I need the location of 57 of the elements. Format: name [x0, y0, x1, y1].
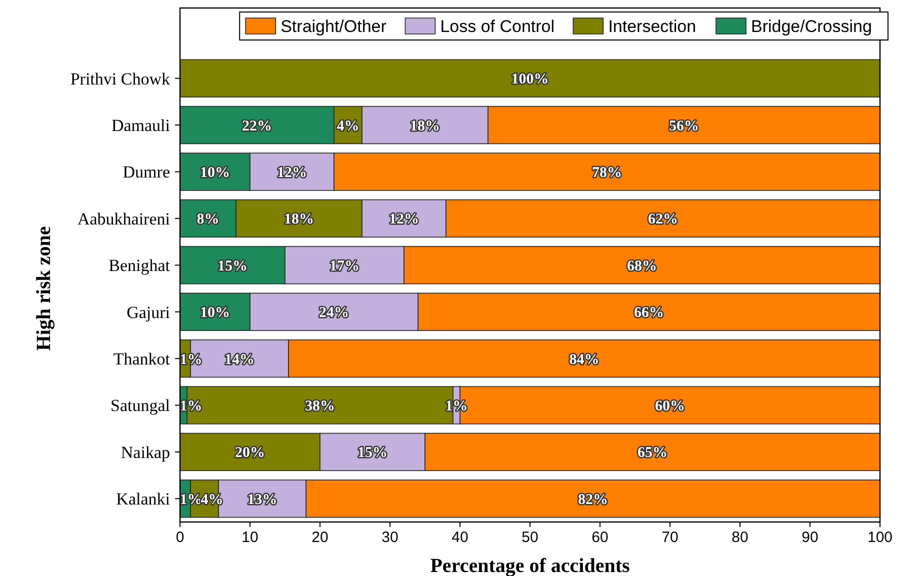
data-label: 1%: [180, 352, 202, 368]
data-label: 22%: [242, 118, 272, 134]
x-tick-label: 10: [242, 529, 258, 546]
data-label: 56%: [669, 118, 699, 134]
y-tick-label: Dumre: [122, 162, 170, 182]
y-tick-label: Damauli: [111, 116, 170, 135]
data-label: 14%: [224, 352, 254, 368]
legend-label: Bridge/Crossing: [751, 16, 872, 36]
x-tick-label: 60: [592, 529, 608, 546]
y-tick-label: Gajuri: [126, 302, 170, 322]
data-label: 38%: [305, 398, 335, 414]
y-tick-label: Satungal: [110, 396, 170, 416]
data-label: 12%: [277, 165, 307, 181]
data-label: 62%: [648, 212, 678, 228]
data-label: 8%: [196, 212, 220, 228]
data-label: 100%: [511, 72, 549, 88]
legend-label: Straight/Other: [280, 16, 387, 36]
x-tick-label: 90: [802, 529, 818, 546]
legend-label: Intersection: [608, 16, 696, 36]
data-label: 17%: [330, 258, 360, 274]
data-label: 4%: [336, 118, 360, 134]
x-tick-label: 40: [452, 529, 468, 546]
data-label: 60%: [655, 398, 685, 414]
data-label: 66%: [634, 305, 664, 322]
data-label: 1%: [180, 398, 202, 414]
y-tick-label: Kalanki: [116, 490, 170, 509]
data-label: 13%: [247, 492, 278, 508]
legend-label: Loss of Control: [440, 16, 555, 36]
data-label: 68%: [627, 258, 657, 274]
x-tick-label: 50: [522, 529, 538, 546]
x-tick-label: 80: [732, 529, 748, 546]
data-label: 24%: [319, 305, 349, 322]
y-tick-label: Benighat: [108, 256, 170, 276]
data-label: 20%: [235, 445, 265, 462]
data-label: 12%: [389, 212, 419, 228]
data-label: 78%: [592, 165, 622, 181]
x-tick-label: 20: [312, 529, 328, 546]
data-label: 10%: [200, 165, 230, 181]
x-tick-label: 0: [176, 529, 184, 546]
data-label: 18%: [410, 118, 440, 134]
y-axis-title: High risk zone: [33, 226, 55, 351]
data-label: 15%: [218, 258, 248, 274]
data-label: 84%: [569, 352, 600, 368]
data-label: 1%: [180, 492, 202, 508]
x-tick-label: 70: [662, 529, 678, 546]
y-tick-label: Prithvi Chowk: [70, 69, 170, 88]
data-label: 82%: [578, 492, 608, 508]
x-tick-label: 30: [382, 529, 398, 546]
data-label: 15%: [358, 445, 388, 462]
y-tick-label: Aabukhaireni: [77, 209, 170, 228]
data-label: 10%: [200, 305, 230, 322]
bar: [180, 59, 880, 98]
data-label: 18%: [284, 212, 314, 228]
y-tick-label: Naikap: [120, 442, 170, 462]
y-tick-label: Thankot: [113, 350, 170, 368]
data-label: 65%: [638, 445, 668, 462]
x-tick-label: 100: [867, 529, 893, 546]
